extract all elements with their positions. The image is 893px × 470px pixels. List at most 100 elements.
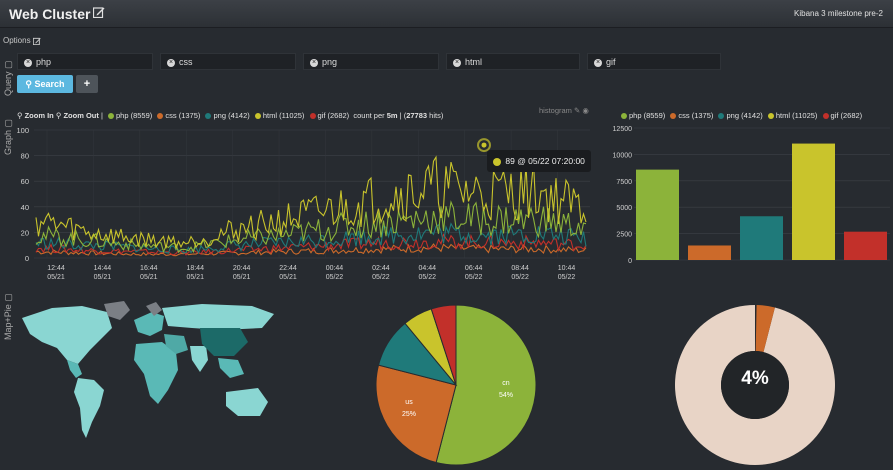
australia-region[interactable]	[226, 388, 268, 416]
y-tick-label: 80	[21, 152, 29, 161]
series-line-png	[35, 222, 587, 255]
bar-gif	[844, 231, 887, 260]
x-tick-label: 22:44	[279, 265, 297, 272]
y-tick-label: 2500	[616, 232, 632, 239]
query-field-png[interactable]: × png	[303, 53, 439, 70]
x-tick-label: 05/21	[94, 274, 112, 281]
donut-center-value: 4%	[741, 368, 769, 389]
legend-html: html (11025)	[252, 111, 304, 120]
x-tick-label: 08:44	[511, 265, 529, 272]
highlight-point	[481, 142, 487, 148]
series-line-gif	[35, 233, 587, 256]
remove-query-icon[interactable]: ×	[167, 58, 175, 67]
legend-php: php (8559)	[105, 111, 152, 120]
search-label: Search	[34, 79, 65, 89]
options-link[interactable]: Options	[3, 36, 41, 46]
x-tick-label: 05/21	[233, 274, 251, 281]
edit-icon[interactable]	[93, 6, 105, 18]
legend-css: css (1375)	[154, 111, 200, 120]
zoom-in-icon: ⚲	[17, 111, 23, 120]
legend-css: css (1375)	[667, 111, 713, 120]
x-tick-label: 05/22	[419, 274, 437, 281]
russia-region[interactable]	[162, 304, 274, 330]
chart-tooltip: 89 @ 05/22 07:20:00	[487, 150, 591, 172]
y-tick-label: 40	[21, 203, 29, 212]
remove-query-icon[interactable]: ×	[594, 58, 602, 67]
zoom-out-button[interactable]: ⚲ Zoom Out	[55, 111, 99, 120]
x-tick-label: 20:44	[233, 265, 251, 272]
country-pie-chart[interactable]	[370, 300, 540, 470]
central-america-region[interactable]	[67, 360, 82, 378]
world-map[interactable]	[12, 298, 284, 443]
y-tick-label: 12500	[613, 126, 633, 133]
terms-bar-chart[interactable]: 0 2500 5000 7500 10000 12500	[600, 120, 893, 270]
x-tick-label: 05/22	[372, 274, 390, 281]
china-region[interactable]	[200, 328, 248, 356]
pie-slice-4	[430, 304, 457, 386]
scandinavia-region[interactable]	[146, 302, 162, 316]
southeast-asia-region[interactable]	[218, 358, 244, 378]
query-field-css[interactable]: × css	[160, 53, 296, 70]
zoom-in-button[interactable]: ⚲ Zoom In	[17, 111, 54, 120]
y-tick-label: 20	[21, 228, 29, 237]
legend-png: png (4142)	[202, 111, 250, 120]
edit-icon: ✎	[574, 106, 581, 115]
highlight-marker	[477, 138, 491, 153]
india-region[interactable]	[190, 346, 208, 372]
eye-icon: ◉	[582, 106, 589, 115]
x-tick-label: 06:44	[465, 265, 483, 272]
html-swatch	[254, 113, 261, 120]
series-line-html	[35, 155, 587, 251]
interval-value: 5m	[386, 111, 398, 120]
legend-gif: gif (2682)	[820, 111, 862, 120]
middle-east-region[interactable]	[164, 334, 188, 354]
version-label: Kibana 3 milestone pre-2	[794, 9, 883, 18]
tooltip-text: 89 @ 05/22 07:20:00	[505, 156, 585, 166]
y-tick-label: 0	[25, 254, 29, 263]
europe-region[interactable]	[134, 312, 164, 336]
edit-icon	[32, 37, 41, 46]
search-icon: ⚲	[25, 79, 33, 89]
x-tick-label: 10:44	[558, 265, 576, 272]
histogram-legend: ⚲ Zoom In ⚲ Zoom Out | php (8559) css (1…	[17, 111, 444, 120]
remove-query-icon[interactable]: ×	[310, 58, 318, 67]
africa-region[interactable]	[134, 342, 178, 404]
north-america-region[interactable]	[22, 306, 112, 364]
x-tick-label: 05/21	[279, 274, 297, 281]
x-tick-label: 14:44	[94, 265, 112, 272]
y-tick-label: 0	[628, 258, 632, 265]
greenland-region[interactable]	[104, 301, 130, 320]
remove-query-icon[interactable]: ×	[453, 58, 461, 67]
query-field-php[interactable]: × php	[17, 53, 153, 70]
query-text: css	[179, 57, 193, 67]
search-button[interactable]: ⚲ Search	[17, 75, 73, 93]
bar-css	[688, 245, 731, 260]
bar-html	[792, 143, 835, 260]
remove-query-icon[interactable]: ×	[24, 58, 32, 67]
hits-suffix: hits	[429, 111, 441, 120]
pie-label-us: us 25%	[401, 399, 416, 418]
query-text: gif	[606, 57, 616, 67]
query-text: png	[322, 57, 338, 67]
histogram-panel-title: histogram ✎ ◉	[539, 106, 589, 115]
query-field-html[interactable]: × html	[446, 53, 580, 70]
hits-count: 27783	[406, 111, 428, 120]
legend-gif: gif (2682)	[307, 111, 349, 120]
png-swatch	[205, 113, 212, 120]
south-america-region[interactable]	[74, 378, 104, 438]
options-label: Options	[3, 36, 31, 45]
series-line-css	[35, 243, 587, 257]
query-row-label[interactable]: Query ▢	[3, 60, 13, 96]
y-tick-label: 5000	[616, 205, 632, 212]
add-query-button[interactable]: +	[76, 75, 98, 93]
dashboard-title: Web Cluster	[9, 6, 91, 22]
x-tick-label: 12:44	[47, 265, 65, 272]
bar-php	[636, 169, 679, 260]
query-field-gif[interactable]: × gif	[587, 53, 721, 70]
x-tick-label: 05/22	[465, 274, 483, 281]
histogram-line-chart[interactable]: 0 20 40 60 80 100 12:44 05/21 14:44 05/21 16:44 05/…	[0, 120, 600, 295]
x-tick-label: 00:44	[326, 265, 344, 272]
legend-png: png (4142)	[715, 111, 763, 120]
donut-slice-small	[755, 305, 775, 353]
percent-donut-chart[interactable]	[672, 302, 838, 468]
